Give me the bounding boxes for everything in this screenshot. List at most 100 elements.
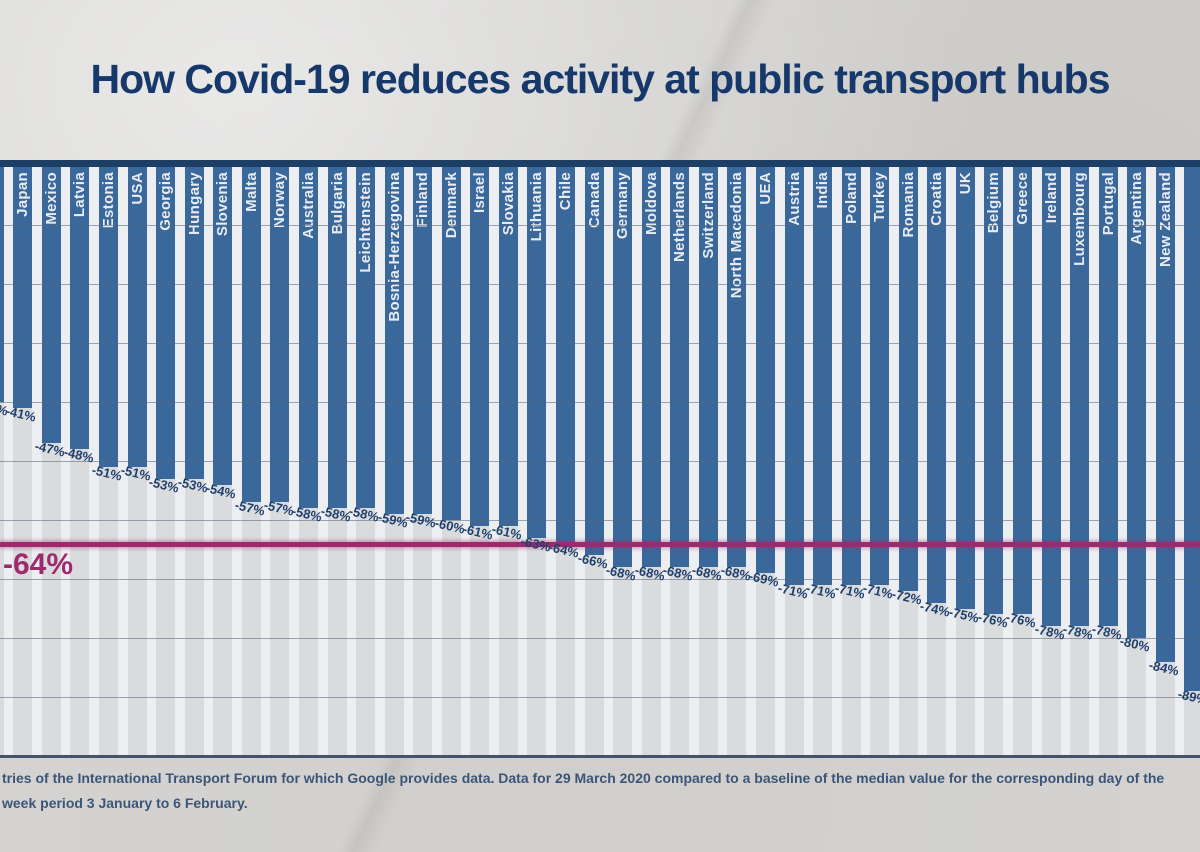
bar-column-leichtenstein: Leichtenstein -58% [347, 167, 381, 756]
bar: Portugal [1098, 167, 1118, 626]
bar: UEA [755, 167, 775, 573]
bar-column-latvia: Latvia -48% [62, 167, 95, 756]
bar: Slovakia [498, 167, 518, 526]
bar: Austria [784, 167, 804, 585]
bar-value-label: -48% [62, 444, 95, 466]
bar-value-label: -72% [890, 586, 924, 608]
bar-country-label: Norway [271, 172, 289, 228]
bar-value-label: -58% [347, 503, 381, 525]
bar: Norway [270, 167, 290, 502]
bar-country-label: Mexico [42, 172, 60, 225]
gridline-minus-10-percent [0, 225, 1200, 226]
bar-value-label: -68% [661, 562, 695, 584]
bar: Latvia [70, 167, 90, 449]
bar-country-label: USA [128, 172, 146, 205]
bar-country-label: Japan [14, 172, 32, 217]
bar: India [813, 167, 833, 585]
bar: Netherlands [670, 167, 690, 567]
bar-country-label: Croatia [928, 172, 946, 226]
bar: USA [127, 167, 147, 467]
bar: Mexico [41, 167, 61, 443]
gridline-minus-40-percent [0, 402, 1200, 403]
bar-country-label: Georgia [157, 172, 175, 231]
bar [1184, 167, 1200, 691]
bar: Chile [556, 167, 576, 544]
bar-country-label: Chile [557, 172, 575, 211]
bar-country-label: Australia [299, 172, 317, 239]
footnote: tries of the International Transport For… [2, 770, 1200, 811]
bar-country-label: New Zealand [1156, 172, 1174, 267]
bar: Belgium [984, 167, 1004, 614]
bar-country-label: UK [956, 172, 974, 195]
bar-country-label: Israel [471, 172, 489, 213]
average-line-label: -64% [3, 548, 74, 581]
bar-country-label: Canada [585, 172, 603, 228]
bar-country-label: Lithuania [528, 172, 546, 242]
footnote-line-2: week period 3 January to 6 February. [2, 795, 248, 811]
gridline-minus-70-percent [0, 579, 1200, 580]
bar-value-label: -41% [4, 403, 38, 425]
bar-value-label: -78% [1090, 621, 1124, 643]
bar-country-label: North Macedonia [728, 172, 746, 299]
bar-value-label: -61% [461, 521, 495, 543]
bar: Switzerland [698, 167, 718, 567]
bar-value-label: -66% [576, 550, 610, 572]
bar: Ireland [1041, 167, 1061, 626]
gridline-minus-80-percent [0, 638, 1200, 639]
bar-country-label: Netherlands [671, 172, 689, 262]
bottom-axis-line [0, 755, 1200, 758]
bar: Romania [898, 167, 918, 591]
chart-plot-area: -40% Japan -41% Mexico -47% Latvia -48% Estonia… [0, 160, 1200, 758]
bar-country-label: Finland [414, 172, 432, 228]
bar-value-label: -47% [33, 438, 67, 460]
bar: Germany [613, 167, 633, 567]
bar: Georgia [156, 167, 176, 479]
bar: UK [955, 167, 975, 609]
bar-country-label: Bosnia-Herzegovina [385, 172, 403, 322]
bar: Poland [841, 167, 861, 585]
bar: Bulgaria [327, 167, 347, 508]
bar-value-label: -58% [290, 503, 324, 525]
gridline-minus-50-percent [0, 461, 1200, 462]
bar-country-label: Luxembourg [1071, 172, 1089, 266]
bar-country-label: Denmark [442, 172, 460, 239]
gridline-minus-30-percent [0, 343, 1200, 344]
bar-value-label: -71% [804, 580, 838, 602]
bar: Turkey [870, 167, 890, 585]
bar: Canada [584, 167, 604, 555]
bar: Finland [413, 167, 433, 514]
bar-country-label: Leichtenstein [357, 172, 375, 273]
bar-country-label: UEA [756, 172, 774, 205]
bar: Slovenia [213, 167, 233, 485]
bar-country-label: India [814, 172, 832, 209]
zero-baseline-band [0, 160, 1200, 167]
bar-country-label: Latvia [71, 172, 89, 218]
bar: Bosnia-Herzegovina [384, 167, 404, 514]
bar-value-label: -51% [90, 462, 124, 484]
bar: New Zealand [1155, 167, 1175, 662]
bar-country-label: Turkey [871, 172, 889, 222]
gridline-minus-90-percent [0, 697, 1200, 698]
gridline-minus-20-percent [0, 284, 1200, 285]
bar-country-label: Austria [785, 172, 803, 226]
bar: Hungary [184, 167, 204, 479]
bar-value-label: -57% [233, 497, 267, 519]
bar-country-label: Ireland [1042, 172, 1060, 224]
bar-value-label: -54% [204, 480, 238, 502]
bar: Australia [298, 167, 318, 508]
bar: North Macedonia [727, 167, 747, 567]
bar-country-label: Greece [1014, 172, 1032, 225]
bar-column-chile: Chile -64% [548, 167, 581, 756]
bar-country-label: Estonia [100, 172, 118, 229]
bar-value-label: -61% [490, 521, 524, 543]
bar: Malta [241, 167, 261, 502]
bar-value-label: -76% [1004, 609, 1038, 631]
bar-value-label: -69% [747, 568, 781, 590]
bar-value-label: -68% [690, 562, 724, 584]
bar: Croatia [927, 167, 947, 603]
bar-country-label: Switzerland [699, 172, 717, 259]
bar: Moldova [641, 167, 661, 567]
bar: Greece [1013, 167, 1033, 614]
bar-country-label: Germany [614, 172, 632, 240]
